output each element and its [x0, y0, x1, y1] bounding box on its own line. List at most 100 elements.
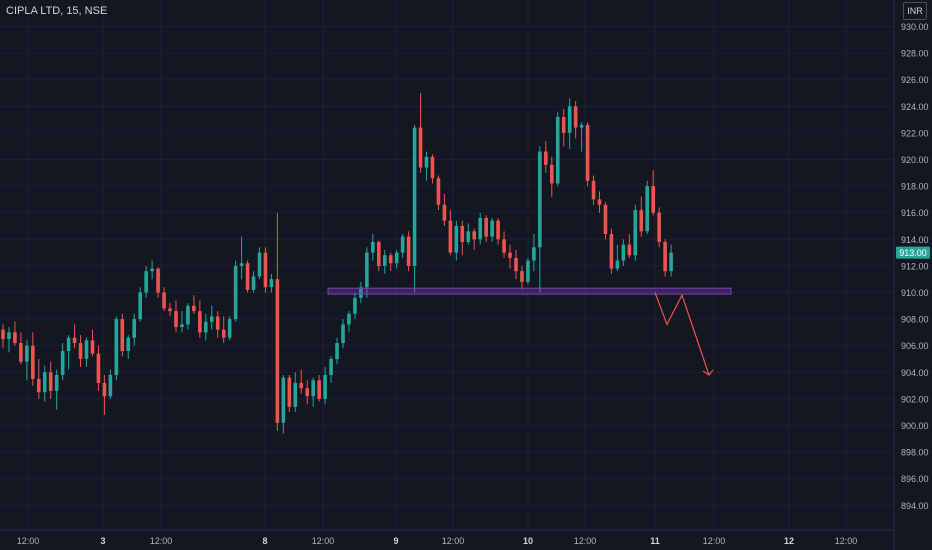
support-zone[interactable] [327, 287, 732, 295]
candle [269, 273, 274, 293]
candle-body [645, 186, 650, 232]
candle-body [317, 380, 321, 399]
candle [573, 100, 578, 139]
candle [293, 372, 298, 413]
candle [186, 303, 190, 330]
candle [299, 369, 304, 394]
candle-body [508, 252, 512, 258]
candle-body [221, 329, 226, 338]
candle [496, 218, 500, 245]
candle-body [442, 204, 447, 221]
symbol-title[interactable]: CIPLA LTD, 15, NSE [6, 5, 108, 17]
candle-body [90, 340, 95, 354]
candle [591, 175, 596, 205]
price-tick-label: 894.00 [901, 501, 929, 511]
price-tick-label: 906.00 [901, 341, 929, 351]
candle [144, 265, 148, 298]
candle [7, 327, 11, 353]
candle-body [192, 305, 196, 312]
candle-body [31, 345, 35, 379]
candle [66, 335, 71, 370]
candle-body [269, 279, 274, 288]
candle [561, 108, 566, 147]
candle [192, 295, 196, 314]
price-tick-label: 928.00 [901, 49, 929, 59]
candle [90, 329, 95, 357]
time-tick-label: 9 [393, 536, 398, 546]
price-tick-label: 916.00 [901, 208, 929, 218]
candle-body [538, 151, 542, 248]
candle [132, 313, 137, 346]
last-price-text: 913.00 [899, 248, 927, 258]
candle-body [371, 241, 375, 253]
currency-badge[interactable]: INR [903, 2, 927, 20]
candle-body [353, 297, 357, 314]
price-tick-label: 920.00 [901, 155, 929, 165]
price-axis[interactable]: 930.00 928.00 926.00 924.00 922.00 920.00 918.… [901, 22, 929, 511]
candle-body [597, 199, 602, 205]
candle-body [1, 329, 5, 340]
price-tick-label: 918.00 [901, 182, 929, 192]
candle-body [406, 236, 411, 266]
candle [329, 356, 333, 383]
candle-body [138, 292, 142, 320]
candle [221, 316, 226, 344]
candle-body [132, 319, 137, 338]
candle [430, 154, 435, 184]
candle [150, 260, 154, 280]
candle [663, 239, 667, 277]
candle [341, 319, 345, 349]
candle-body [424, 156, 429, 168]
price-tick-label: 924.00 [901, 102, 929, 112]
candle [108, 369, 113, 399]
candle-body [526, 260, 530, 282]
candle [233, 260, 238, 322]
candle-body [209, 316, 214, 322]
candle-body [227, 319, 232, 338]
price-tick-label: 914.00 [901, 235, 929, 245]
grid-lines [0, 0, 894, 530]
projection-path[interactable] [654, 292, 710, 376]
candle [287, 374, 292, 413]
candle [514, 249, 518, 280]
candle-body [454, 226, 459, 253]
time-tick-label: 12:00 [574, 536, 597, 546]
candle-body [412, 127, 417, 266]
candle-body [573, 106, 578, 128]
candle-body [436, 178, 441, 205]
candle-body [347, 313, 351, 325]
candle [120, 313, 125, 357]
candle [174, 300, 178, 333]
candle [609, 228, 614, 274]
candle-body [19, 343, 23, 362]
candle-body [496, 220, 500, 240]
candle-body [388, 255, 393, 264]
candle-body [514, 257, 518, 272]
candle [484, 215, 488, 242]
candle-body [198, 311, 202, 333]
time-tick-label: 12:00 [703, 536, 726, 546]
time-axis[interactable]: 12:00 3 12:00 8 12:00 9 12:00 10 12:00 11 12:00 12 1… [17, 536, 858, 546]
candle-body [287, 377, 292, 407]
candle [317, 374, 321, 402]
candle [365, 247, 369, 298]
candle-body [84, 340, 89, 359]
candle [114, 316, 119, 381]
candle-body [96, 353, 101, 383]
candle-body [448, 220, 453, 253]
candle-body [532, 247, 536, 261]
candle-body [663, 241, 667, 272]
candle-body [502, 239, 506, 253]
candle-body [60, 351, 65, 375]
time-tick-label: 12:00 [312, 536, 335, 546]
candle [544, 140, 548, 173]
candle [526, 257, 530, 285]
projection-arrowhead [702, 369, 714, 376]
candle-body [54, 374, 59, 391]
candle-body [561, 116, 566, 133]
candle-body [186, 305, 190, 325]
candle [567, 98, 572, 149]
candle-body [585, 124, 590, 181]
candle [311, 377, 315, 407]
